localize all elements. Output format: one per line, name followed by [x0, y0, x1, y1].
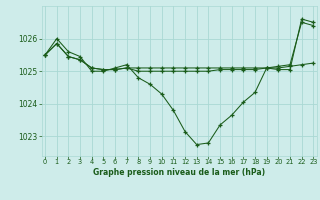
X-axis label: Graphe pression niveau de la mer (hPa): Graphe pression niveau de la mer (hPa): [93, 168, 265, 177]
